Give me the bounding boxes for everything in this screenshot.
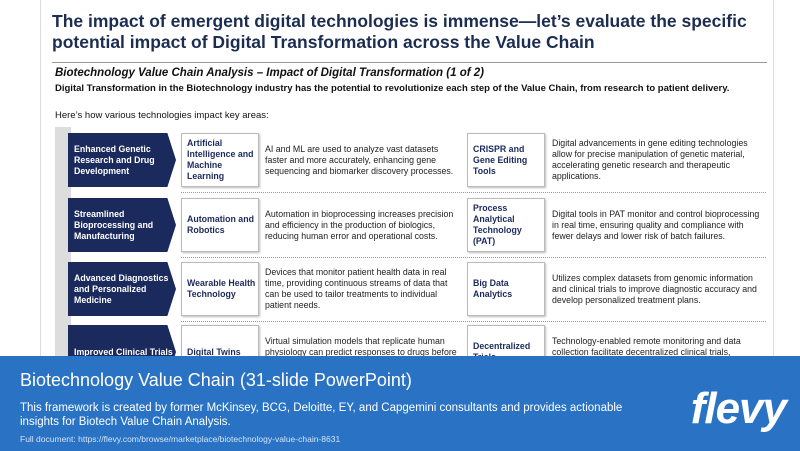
banner-link[interactable]: Full document: https://flevy.com/browse/… [20, 434, 341, 444]
technology-description: Automation in bioprocessing increases pr… [265, 208, 454, 241]
stage-label: Streamlined Bioprocessing and Manufactur… [68, 198, 176, 252]
lead-text: Here’s how various technologies impact k… [55, 110, 269, 121]
slide-frame [40, 0, 774, 451]
technology-box: Artificial Intelligence and Machine Lear… [181, 133, 259, 187]
stage-band [55, 127, 71, 367]
row-separator [181, 192, 766, 193]
technology-description: Digital advancements in gene editing tec… [552, 138, 748, 181]
technology-box: Automation and Robotics [181, 198, 259, 252]
banner: Biotechnology Value Chain (31-slide Powe… [0, 356, 800, 451]
technology-description: Digital tools in PAT monitor and control… [552, 208, 760, 241]
row-separator [181, 257, 766, 258]
stage-label: Advanced Diagnostics and Personalized Me… [68, 262, 176, 316]
technology-description: Devices that monitor patient health data… [265, 267, 448, 310]
banner-description: This framework is created by former McKi… [20, 402, 623, 428]
technology-box: Wearable Health Technology [181, 262, 259, 316]
row-separator [181, 321, 766, 322]
technology-description: Utilizes complex datasets from genomic i… [552, 272, 757, 305]
logo: flevy [690, 384, 787, 433]
slide-title: The impact of emergent digital technolog… [52, 11, 747, 52]
technology-description: AI and ML are used to analyze vast datas… [265, 143, 454, 176]
banner-title-main: Biotechnology Value Chain [20, 370, 235, 390]
stage-label: Enhanced Genetic Research and Drug Devel… [68, 133, 176, 187]
intro-text: Digital Transformation in the Biotechnol… [55, 83, 730, 94]
title-rule [52, 62, 767, 63]
technology-box: CRISPR and Gene Editing Tools [467, 133, 545, 187]
technology-box: Process Analytical Technology (PAT) [467, 198, 545, 252]
technology-box: Big Data Analytics [467, 262, 545, 316]
banner-title-suffix: (31-slide PowerPoint) [239, 370, 412, 390]
slide-subtitle: Biotechnology Value Chain Analysis – Imp… [55, 67, 484, 79]
banner-title: Biotechnology Value Chain (31-slide Powe… [20, 370, 412, 391]
